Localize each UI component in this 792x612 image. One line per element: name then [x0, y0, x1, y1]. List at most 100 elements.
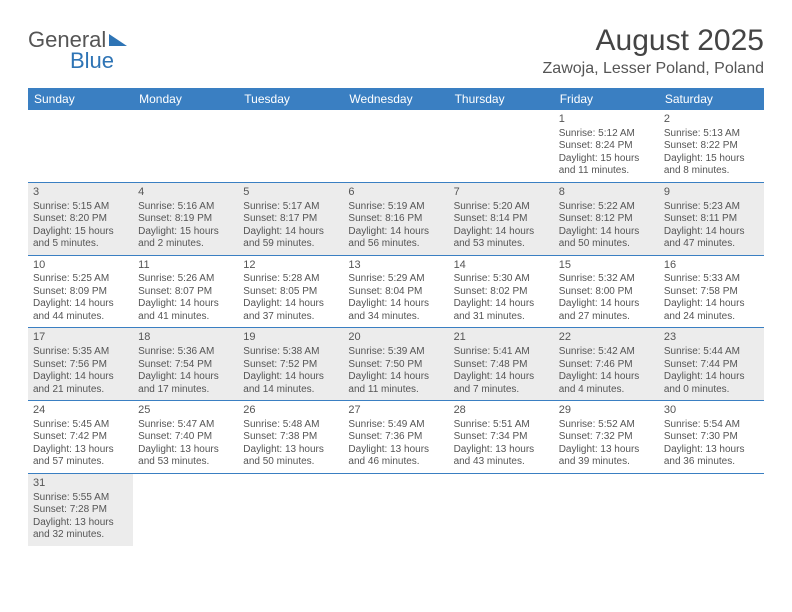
sunrise-line: Sunrise: 5:54 AM [664, 419, 759, 432]
daylight-line: Daylight: 14 hours and 50 minutes. [559, 226, 654, 251]
calendar-cell: 23Sunrise: 5:44 AMSunset: 7:44 PMDayligh… [659, 328, 764, 401]
day-number: 16 [664, 259, 759, 273]
sunrise-line: Sunrise: 5:15 AM [33, 201, 128, 214]
calendar-cell: 12Sunrise: 5:28 AMSunset: 8:05 PMDayligh… [238, 255, 343, 328]
day-number: 5 [243, 186, 338, 200]
col-friday: Friday [554, 88, 659, 110]
calendar-row: 10Sunrise: 5:25 AMSunset: 8:09 PMDayligh… [28, 255, 764, 328]
day-number: 14 [454, 259, 549, 273]
sunrise-line: Sunrise: 5:52 AM [559, 419, 654, 432]
daylight-line: Daylight: 13 hours and 39 minutes. [559, 444, 654, 469]
sunrise-line: Sunrise: 5:32 AM [559, 273, 654, 286]
calendar-cell: 22Sunrise: 5:42 AMSunset: 7:46 PMDayligh… [554, 328, 659, 401]
calendar-cell-empty [133, 473, 238, 545]
calendar-cell-empty [554, 473, 659, 545]
day-number: 28 [454, 404, 549, 418]
daylight-line: Daylight: 14 hours and 44 minutes. [33, 298, 128, 323]
calendar-cell-empty [449, 473, 554, 545]
daylight-line: Daylight: 14 hours and 34 minutes. [348, 298, 443, 323]
day-number: 24 [33, 404, 128, 418]
day-number: 19 [243, 331, 338, 345]
calendar-cell: 1Sunrise: 5:12 AMSunset: 8:24 PMDaylight… [554, 110, 659, 182]
col-saturday: Saturday [659, 88, 764, 110]
calendar-cell: 24Sunrise: 5:45 AMSunset: 7:42 PMDayligh… [28, 401, 133, 474]
sunrise-line: Sunrise: 5:12 AM [559, 128, 654, 141]
day-number: 26 [243, 404, 338, 418]
sunset-line: Sunset: 7:42 PM [33, 431, 128, 444]
day-number: 17 [33, 331, 128, 345]
calendar-row: 1Sunrise: 5:12 AMSunset: 8:24 PMDaylight… [28, 110, 764, 182]
day-number: 18 [138, 331, 233, 345]
sunrise-line: Sunrise: 5:44 AM [664, 346, 759, 359]
daylight-line: Daylight: 13 hours and 50 minutes. [243, 444, 338, 469]
calendar-cell: 5Sunrise: 5:17 AMSunset: 8:17 PMDaylight… [238, 182, 343, 255]
day-number: 1 [559, 113, 654, 127]
sunset-line: Sunset: 7:50 PM [348, 359, 443, 372]
sunset-line: Sunset: 7:46 PM [559, 359, 654, 372]
logo: GeneralBlue [28, 24, 127, 72]
day-number: 6 [348, 186, 443, 200]
col-wednesday: Wednesday [343, 88, 448, 110]
daylight-line: Daylight: 14 hours and 41 minutes. [138, 298, 233, 323]
month-title: August 2025 [543, 24, 764, 58]
calendar-row: 24Sunrise: 5:45 AMSunset: 7:42 PMDayligh… [28, 401, 764, 474]
day-number: 10 [33, 259, 128, 273]
sunrise-line: Sunrise: 5:22 AM [559, 201, 654, 214]
calendar-cell: 18Sunrise: 5:36 AMSunset: 7:54 PMDayligh… [133, 328, 238, 401]
sunrise-line: Sunrise: 5:49 AM [348, 419, 443, 432]
calendar-cell: 13Sunrise: 5:29 AMSunset: 8:04 PMDayligh… [343, 255, 448, 328]
calendar-cell-empty [133, 110, 238, 182]
sunrise-line: Sunrise: 5:20 AM [454, 201, 549, 214]
sunset-line: Sunset: 8:00 PM [559, 286, 654, 299]
day-number: 25 [138, 404, 233, 418]
daylight-line: Daylight: 14 hours and 17 minutes. [138, 371, 233, 396]
daylight-line: Daylight: 14 hours and 11 minutes. [348, 371, 443, 396]
sunset-line: Sunset: 7:52 PM [243, 359, 338, 372]
sunset-line: Sunset: 8:24 PM [559, 140, 654, 153]
daylight-line: Daylight: 13 hours and 43 minutes. [454, 444, 549, 469]
sunset-line: Sunset: 7:54 PM [138, 359, 233, 372]
sunset-line: Sunset: 7:38 PM [243, 431, 338, 444]
calendar-cell: 3Sunrise: 5:15 AMSunset: 8:20 PMDaylight… [28, 182, 133, 255]
sunset-line: Sunset: 8:14 PM [454, 213, 549, 226]
calendar-row: 17Sunrise: 5:35 AMSunset: 7:56 PMDayligh… [28, 328, 764, 401]
col-monday: Monday [133, 88, 238, 110]
daylight-line: Daylight: 13 hours and 46 minutes. [348, 444, 443, 469]
logo-text-blue: Blue [28, 48, 114, 73]
logo-flag-icon [109, 34, 127, 46]
daylight-line: Daylight: 13 hours and 36 minutes. [664, 444, 759, 469]
calendar-cell: 20Sunrise: 5:39 AMSunset: 7:50 PMDayligh… [343, 328, 448, 401]
calendar-row: 31Sunrise: 5:55 AMSunset: 7:28 PMDayligh… [28, 473, 764, 545]
day-number: 29 [559, 404, 654, 418]
sunrise-line: Sunrise: 5:29 AM [348, 273, 443, 286]
daylight-line: Daylight: 14 hours and 24 minutes. [664, 298, 759, 323]
sunrise-line: Sunrise: 5:13 AM [664, 128, 759, 141]
sunrise-line: Sunrise: 5:36 AM [138, 346, 233, 359]
sunrise-line: Sunrise: 5:39 AM [348, 346, 443, 359]
daylight-line: Daylight: 13 hours and 57 minutes. [33, 444, 128, 469]
calendar-cell: 17Sunrise: 5:35 AMSunset: 7:56 PMDayligh… [28, 328, 133, 401]
sunset-line: Sunset: 8:07 PM [138, 286, 233, 299]
calendar-cell: 16Sunrise: 5:33 AMSunset: 7:58 PMDayligh… [659, 255, 764, 328]
sunset-line: Sunset: 8:12 PM [559, 213, 654, 226]
calendar-cell: 28Sunrise: 5:51 AMSunset: 7:34 PMDayligh… [449, 401, 554, 474]
sunrise-line: Sunrise: 5:41 AM [454, 346, 549, 359]
calendar-cell-empty [449, 110, 554, 182]
day-number: 21 [454, 331, 549, 345]
calendar-cell: 21Sunrise: 5:41 AMSunset: 7:48 PMDayligh… [449, 328, 554, 401]
location-subtitle: Zawoja, Lesser Poland, Poland [543, 60, 764, 78]
calendar-cell: 6Sunrise: 5:19 AMSunset: 8:16 PMDaylight… [343, 182, 448, 255]
calendar-cell: 15Sunrise: 5:32 AMSunset: 8:00 PMDayligh… [554, 255, 659, 328]
daylight-line: Daylight: 13 hours and 53 minutes. [138, 444, 233, 469]
calendar-cell: 2Sunrise: 5:13 AMSunset: 8:22 PMDaylight… [659, 110, 764, 182]
day-number: 20 [348, 331, 443, 345]
sunset-line: Sunset: 7:58 PM [664, 286, 759, 299]
calendar-cell: 7Sunrise: 5:20 AMSunset: 8:14 PMDaylight… [449, 182, 554, 255]
sunset-line: Sunset: 8:17 PM [243, 213, 338, 226]
sunset-line: Sunset: 7:48 PM [454, 359, 549, 372]
sunrise-line: Sunrise: 5:17 AM [243, 201, 338, 214]
day-number: 4 [138, 186, 233, 200]
daylight-line: Daylight: 14 hours and 31 minutes. [454, 298, 549, 323]
daylight-line: Daylight: 13 hours and 32 minutes. [33, 517, 128, 542]
calendar-cell: 10Sunrise: 5:25 AMSunset: 8:09 PMDayligh… [28, 255, 133, 328]
